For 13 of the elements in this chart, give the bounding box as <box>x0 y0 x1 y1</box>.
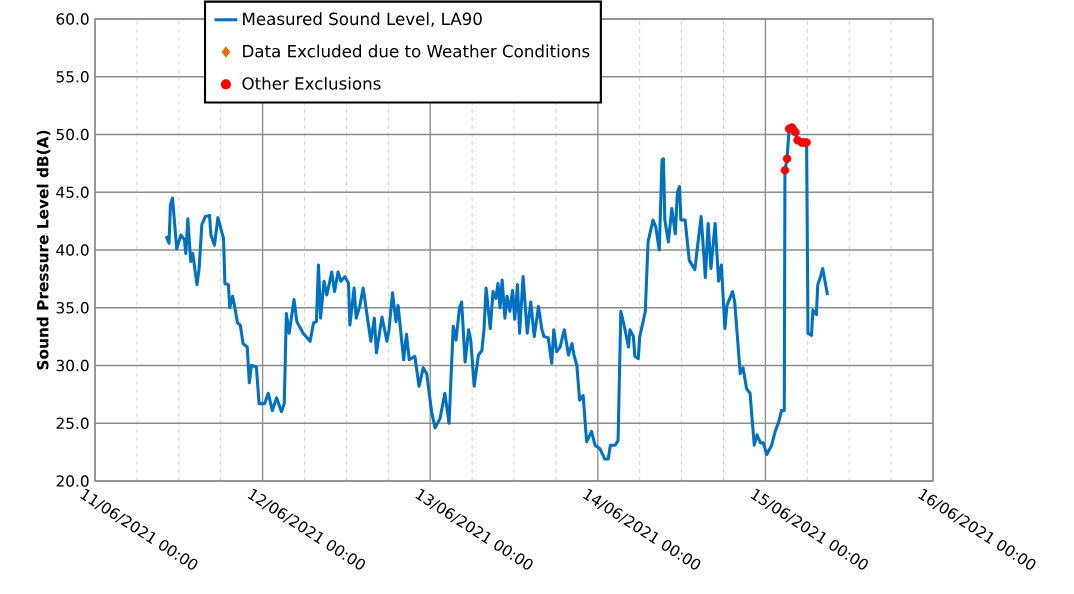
y-tick-label: 50.0 <box>56 128 89 141</box>
y-tick-label: 35.0 <box>56 301 89 314</box>
y-axis-title: Sound Pressure Level dB(A) <box>36 130 51 370</box>
y-tick-label: 25.0 <box>56 417 89 430</box>
legend-label: Other Exclusions <box>242 76 381 90</box>
y-tick-label: 40.0 <box>56 244 89 256</box>
y-tick-label: 30.0 <box>56 359 89 372</box>
y-tick-label: 55.0 <box>56 70 89 83</box>
legend-label: Data Excluded due to Weather Conditions <box>243 44 590 58</box>
legend-label: Measured Sound Level, LA90 <box>243 12 482 27</box>
y-tick-label: 60.0 <box>56 13 89 25</box>
y-tick-label: 45.0 <box>56 186 89 199</box>
y-tick-label: 20.0 <box>56 475 89 487</box>
